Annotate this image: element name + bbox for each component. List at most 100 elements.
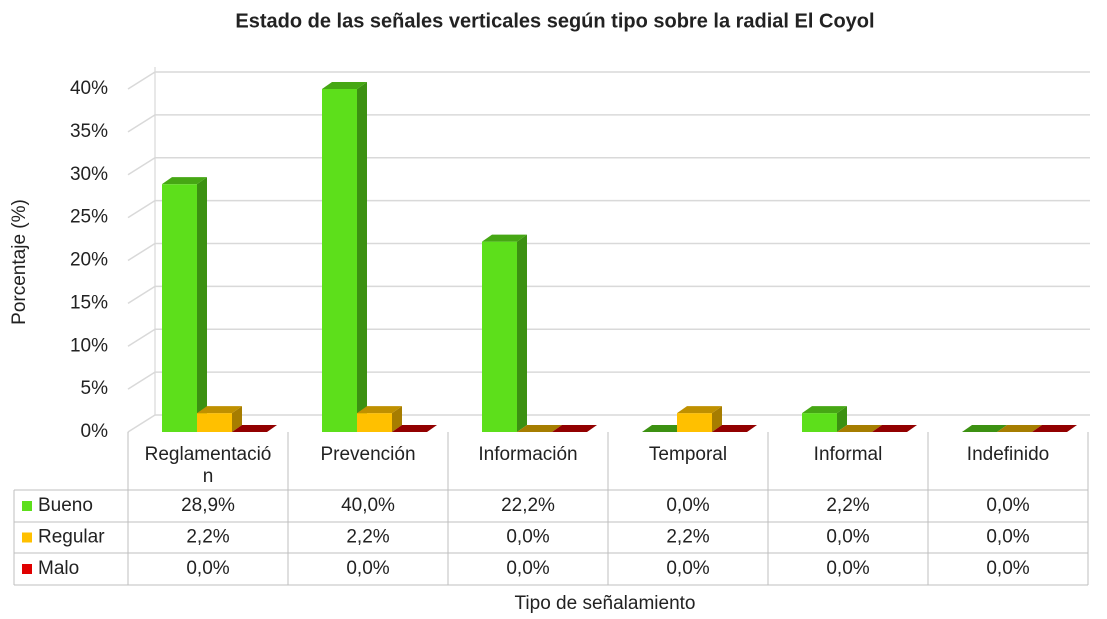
y-tick-label: 5% [81, 378, 109, 399]
bar-side [517, 234, 527, 432]
x-axis-title: Tipo de señalamiento [515, 593, 696, 614]
grid-line [127, 71, 156, 90]
data-label: 0,0% [986, 558, 1029, 579]
bar-top [802, 406, 847, 414]
bar-top [357, 406, 402, 414]
y-tick-label: 10% [70, 335, 108, 356]
bar-front [357, 413, 392, 432]
bar-top [962, 425, 1007, 432]
data-label: 2,2% [666, 527, 709, 548]
data-label: 28,9% [181, 495, 235, 516]
bar-front [162, 184, 197, 432]
data-label: 2,2% [186, 527, 229, 548]
category-cell: Indefinido [966, 444, 1050, 465]
bar-side [357, 82, 367, 432]
legend-label: Malo [38, 558, 79, 579]
data-label: 0,0% [826, 527, 869, 548]
x-tick-label: Prevención [320, 444, 416, 465]
bar-top [1032, 425, 1077, 432]
bar [197, 406, 242, 432]
legend-label: Regular [38, 527, 105, 548]
bar-top [712, 425, 757, 432]
data-label: 0,0% [666, 495, 709, 516]
grid-line [127, 157, 156, 176]
bar-top [837, 425, 882, 432]
x-tick-label: Indefinido [966, 444, 1050, 465]
bar [802, 406, 847, 432]
bar [642, 425, 687, 432]
legend-label: Bueno [38, 495, 93, 516]
data-label: 22,2% [501, 495, 555, 516]
bar-top [642, 425, 687, 432]
grid-line [127, 371, 156, 390]
bar [1032, 425, 1077, 432]
y-tick-label: 35% [70, 121, 108, 142]
category-cell: Temporal [648, 444, 728, 465]
y-tick-label: 15% [70, 292, 108, 313]
bar-top [997, 425, 1042, 432]
bar [482, 234, 527, 432]
y-tick-label: 25% [70, 207, 108, 228]
grid-line [127, 242, 156, 262]
legend-swatch [22, 501, 32, 511]
bar-top [232, 425, 277, 432]
bar [712, 425, 757, 432]
category-cell: Reglamentación [144, 444, 272, 487]
bar-top [517, 425, 562, 432]
x-tick-label: Reglamentación [144, 444, 272, 487]
data-label: 0,0% [826, 558, 869, 579]
bar-top [162, 177, 207, 185]
grid-line [127, 199, 156, 219]
y-axis-title: Porcentaje (%) [9, 199, 30, 325]
data-label: 0,0% [986, 527, 1029, 548]
bar-top [482, 234, 527, 242]
bar-front [197, 413, 232, 432]
category-cell: Informal [813, 444, 883, 465]
data-label: 0,0% [506, 527, 549, 548]
bar [232, 425, 277, 432]
bar [552, 425, 597, 432]
chart-title: Estado de las señales verticales según t… [235, 10, 874, 32]
y-tick-label: 30% [70, 164, 108, 185]
bar-top [552, 425, 597, 432]
bar-side [197, 177, 207, 432]
bar [872, 425, 917, 432]
data-label: 40,0% [341, 495, 395, 516]
bar-top [197, 406, 242, 414]
bar [962, 425, 1007, 432]
data-label: 2,2% [346, 527, 389, 548]
bar-top [392, 425, 437, 432]
bar-side [837, 406, 847, 432]
bar [677, 406, 722, 432]
bar [357, 406, 402, 432]
data-label: 0,0% [186, 558, 229, 579]
bar-front [802, 413, 837, 432]
bar-front [677, 413, 712, 432]
data-label: 0,0% [666, 558, 709, 579]
category-cell: Información [478, 444, 578, 465]
bar-top [322, 82, 367, 89]
data-label: 0,0% [506, 558, 549, 579]
grid-line [127, 414, 156, 433]
data-label: 0,0% [346, 558, 389, 579]
bar-side [392, 406, 402, 432]
bar-side [712, 406, 722, 432]
x-tick-label: Informal [813, 444, 883, 465]
y-tick-label: 0% [81, 421, 109, 442]
bar [162, 177, 207, 432]
x-tick-label: Temporal [648, 444, 728, 465]
data-label: 0,0% [986, 495, 1029, 516]
bar [322, 82, 367, 432]
grid-line [127, 328, 156, 347]
bar-top [872, 425, 917, 432]
y-tick-label: 20% [70, 250, 108, 271]
bar [517, 425, 562, 432]
x-tick-label: Información [478, 444, 578, 465]
grid-line [127, 114, 156, 133]
bar-top [677, 406, 722, 414]
bar [997, 425, 1042, 432]
legend-swatch [22, 532, 32, 543]
grid-line [127, 285, 156, 305]
bar-front [482, 241, 517, 432]
